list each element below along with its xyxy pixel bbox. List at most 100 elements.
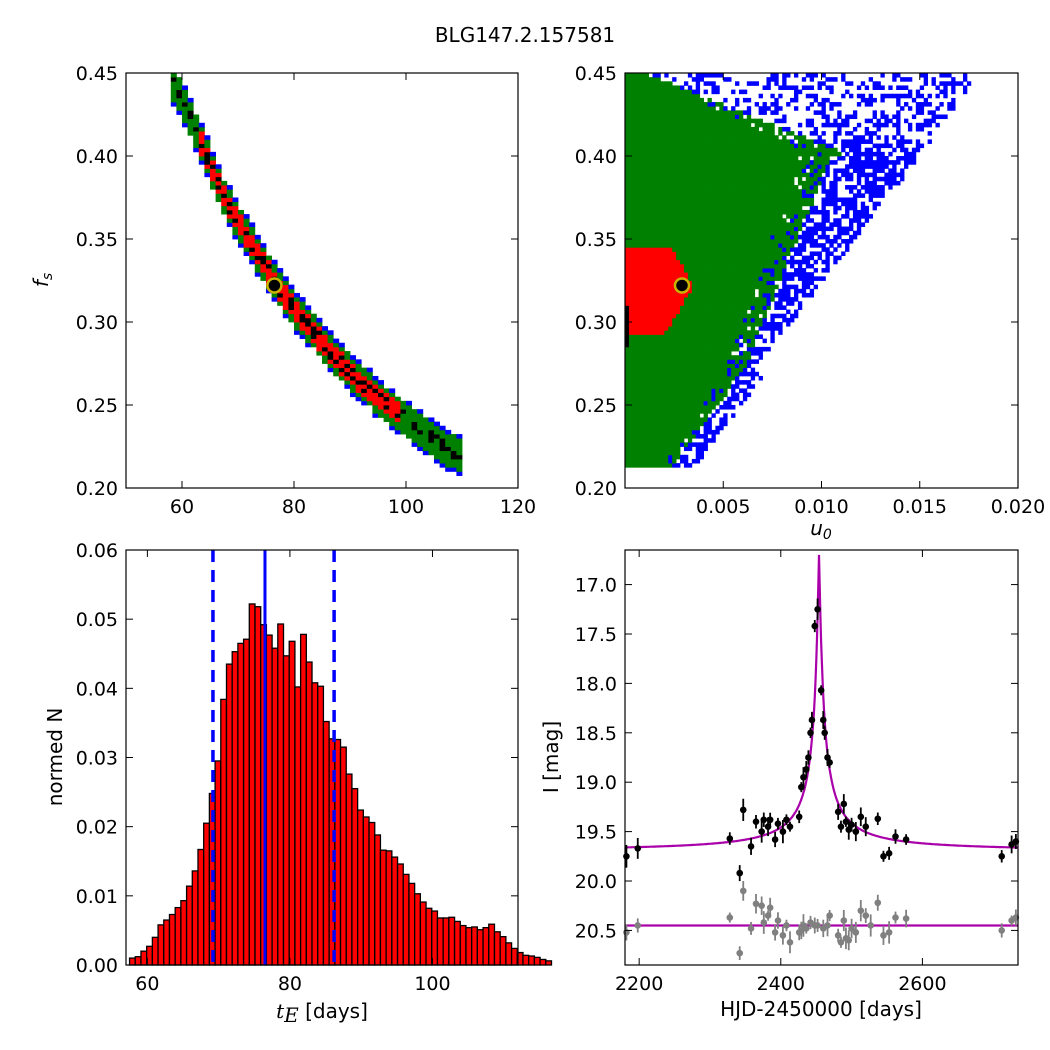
p2-density-cell	[672, 156, 677, 161]
p2-density-cell	[900, 168, 905, 173]
p2-density-cell	[758, 322, 763, 327]
p2-density-cell	[856, 172, 862, 178]
p2-density-cell	[703, 160, 708, 165]
p2-density-cell	[656, 346, 661, 352]
p2-density-cell	[715, 388, 720, 393]
p2-density-cell	[707, 164, 712, 169]
p2-density-cell	[652, 342, 657, 348]
p2-density-cell	[849, 156, 854, 161]
p2-density-cell	[935, 122, 940, 128]
p2-density-cell	[911, 156, 917, 161]
p2-density-cell	[664, 251, 669, 256]
p2-density-cell	[648, 280, 653, 286]
p2-density-cell	[758, 205, 763, 211]
p2-density-cell	[656, 156, 661, 161]
p4-data-point	[774, 917, 782, 924]
p2-density-cell	[648, 313, 653, 319]
p1-density-cell	[260, 247, 267, 252]
p1-density-cell	[439, 434, 446, 439]
p2-density-cell	[625, 139, 630, 144]
p2-density-cell	[719, 143, 724, 149]
p2-density-cell	[805, 214, 811, 219]
p2-density-cell	[766, 226, 771, 232]
p1-y-tick-label: 0.25	[76, 395, 118, 417]
p2-density-cell	[727, 380, 732, 385]
p2-density-cell	[793, 189, 799, 194]
p2-density-cell	[680, 131, 685, 136]
p2-density-cell	[766, 122, 771, 128]
p2-density-cell	[625, 185, 630, 190]
p2-density-cell	[676, 110, 681, 115]
p2-density-cell	[892, 114, 897, 120]
p2-density-cell	[758, 118, 763, 124]
p2-density-cell	[896, 102, 901, 107]
p4-data-point	[808, 716, 816, 724]
p2-density-cell	[735, 292, 740, 298]
p2-density-cell	[738, 218, 744, 223]
p2-density-cell	[703, 317, 708, 323]
p2-density-cell	[754, 135, 760, 140]
p2-density-cell	[656, 392, 661, 398]
p2-density-cell	[680, 309, 685, 315]
p1-density-cell	[266, 276, 272, 281]
p2-density-cell	[628, 405, 634, 410]
p2-density-cell	[782, 317, 787, 323]
p2-density-cell	[640, 442, 646, 447]
p2-density-cell	[790, 239, 795, 244]
p1-density-cell	[422, 429, 429, 435]
p2-density-cell	[632, 214, 638, 219]
p2-density-cell	[790, 160, 795, 165]
p2-y-tick-label: 0.35	[575, 229, 617, 251]
p1-density-cell	[282, 284, 289, 290]
p4-data-point	[821, 729, 828, 737]
p2-density-cell	[687, 209, 693, 215]
p2-density-cell	[715, 156, 720, 161]
p2-density-cell	[703, 106, 708, 111]
p2-density-cell	[640, 247, 646, 252]
p2-density-cell	[648, 201, 653, 207]
p2-density-cell	[625, 259, 630, 265]
p2-density-cell	[797, 247, 803, 252]
p2-density-cell	[715, 243, 720, 248]
p2-density-cell	[648, 160, 653, 165]
p2-density-cell	[758, 151, 763, 157]
p2-density-cell	[723, 317, 728, 323]
p2-density-cell	[668, 434, 673, 439]
p2-density-cell	[648, 263, 653, 269]
p2-density-cell	[727, 126, 732, 132]
p2-density-cell	[632, 400, 638, 406]
p2-density-cell	[723, 110, 728, 115]
p2-density-cell	[742, 338, 748, 344]
p2-density-cell	[904, 85, 909, 90]
p2-density-cell	[790, 147, 795, 153]
p2-density-cell	[939, 89, 944, 95]
p1-x-tick-label: 100	[388, 496, 424, 518]
p2-density-cell	[896, 122, 901, 128]
p2-density-cell	[774, 147, 779, 153]
p2-density-cell	[672, 243, 677, 248]
p2-density-cell	[664, 442, 669, 447]
p2-density-cell	[797, 193, 803, 198]
p2-density-cell	[648, 346, 653, 352]
p2-density-cell	[664, 114, 669, 120]
p2-density-cell	[636, 272, 642, 277]
p2-density-cell	[735, 143, 740, 149]
p2-density-cell	[628, 367, 634, 373]
p2-density-cell	[652, 330, 657, 335]
p1-density-cell	[383, 400, 390, 406]
p2-density-cell	[668, 172, 673, 178]
p2-density-cell	[738, 147, 744, 153]
p2-density-cell	[707, 209, 712, 215]
p2-density-cell	[797, 189, 803, 194]
p4-data-point	[826, 759, 833, 766]
p2-density-cell	[790, 180, 795, 186]
p2-density-cell	[711, 292, 716, 298]
p1-frame	[125, 72, 519, 489]
p2-density-cell	[735, 309, 740, 315]
p2-density-cell	[660, 176, 665, 182]
p1-density-cell	[450, 442, 457, 447]
p2-density-cell	[758, 139, 763, 144]
p2-density-cell	[754, 330, 760, 335]
p2-density-cell	[652, 214, 657, 219]
p2-density-cell	[837, 218, 842, 223]
